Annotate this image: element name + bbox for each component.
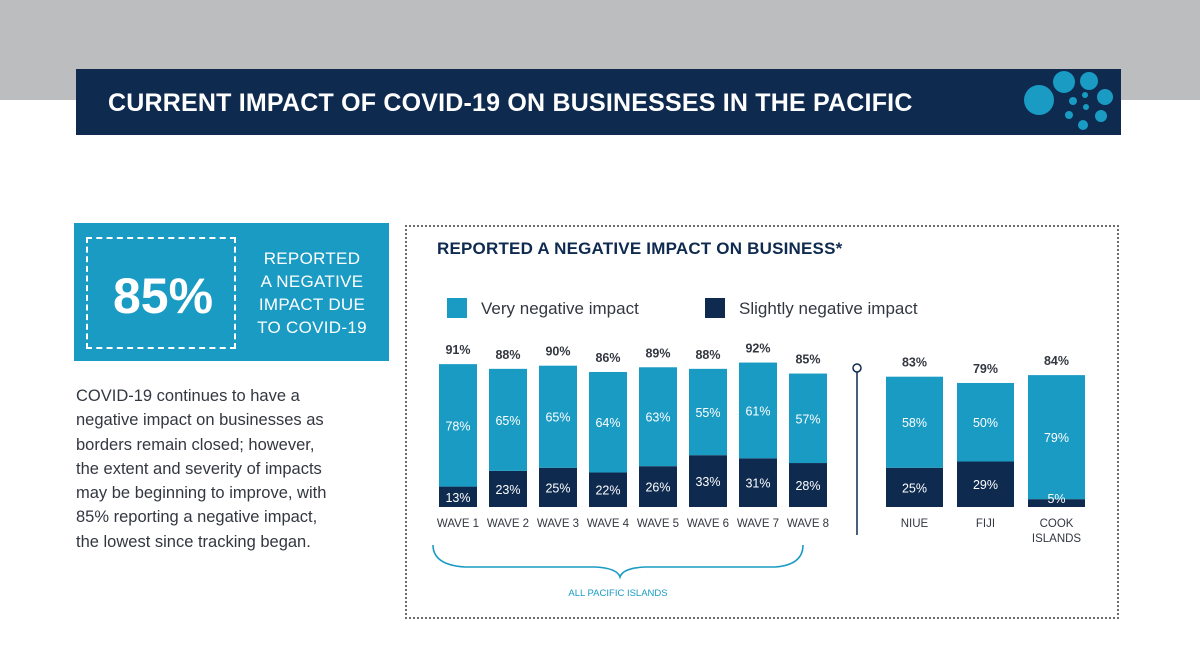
data-label-slightly-negative: 25% bbox=[545, 481, 570, 495]
data-label-slightly-negative: 31% bbox=[745, 477, 770, 491]
headline-stat-box: 85% REPORTED A NEGATIVE IMPACT DUE TO CO… bbox=[74, 223, 389, 361]
legend-swatch-slightly-negative bbox=[705, 298, 725, 318]
chart-title: REPORTED A NEGATIVE IMPACT ON BUSINESS* bbox=[437, 239, 843, 258]
data-label-total: 86% bbox=[595, 351, 620, 365]
data-label-very-negative: 65% bbox=[495, 414, 520, 428]
category-label: WAVE 5 bbox=[637, 518, 679, 530]
legend-swatch-very-negative bbox=[447, 298, 467, 318]
data-label-very-negative: 64% bbox=[595, 416, 620, 430]
bar-slightly-negative bbox=[589, 472, 627, 507]
description-line: the lowest since tracking began. bbox=[76, 532, 311, 551]
legend-label: Very negative impact bbox=[481, 299, 639, 318]
group-divider-end bbox=[852, 363, 862, 373]
data-label-total: 88% bbox=[695, 348, 720, 362]
group-label: ALL PACIFIC ISLANDS bbox=[568, 588, 667, 599]
bar-slightly-negative bbox=[1028, 499, 1085, 507]
category-label: NIUE bbox=[901, 518, 929, 530]
bar-slightly-negative bbox=[489, 470, 527, 507]
category-label: WAVE 3 bbox=[537, 518, 579, 530]
bar-very-negative bbox=[1028, 375, 1085, 500]
data-label-very-negative: 65% bbox=[545, 411, 570, 425]
data-label-slightly-negative: 25% bbox=[902, 481, 927, 495]
bar-slightly-negative bbox=[539, 467, 577, 507]
category-label: WAVE 1 bbox=[437, 518, 479, 530]
bar-slightly-negative bbox=[739, 458, 777, 507]
data-label-slightly-negative: 22% bbox=[595, 484, 620, 498]
stat-label-line: REPORTED bbox=[263, 249, 361, 268]
data-label-slightly-negative: 13% bbox=[445, 491, 470, 505]
data-label-total: 91% bbox=[445, 343, 470, 357]
group-brace bbox=[432, 544, 804, 580]
data-label-very-negative: 55% bbox=[695, 406, 720, 420]
data-label-slightly-negative: 23% bbox=[495, 483, 520, 497]
description-line: the extent and severity of impacts bbox=[76, 459, 322, 478]
data-label-very-negative: 61% bbox=[745, 404, 770, 418]
data-label-very-negative: 79% bbox=[1044, 431, 1069, 445]
data-label-very-negative: 57% bbox=[795, 412, 820, 426]
bar-slightly-negative bbox=[639, 466, 677, 507]
legend-label: Slightly negative impact bbox=[739, 299, 918, 318]
bar-very-negative bbox=[589, 371, 627, 473]
category-label: WAVE 2 bbox=[487, 518, 529, 530]
page-title: CURRENT IMPACT OF COVID-19 ON BUSINESSES… bbox=[108, 89, 913, 117]
bar-chart: 78% 13% 91% WAVE 1 65% 23% 88% WAVE 2 65% 25% 90% W… bbox=[432, 342, 1085, 599]
bar-slightly-negative bbox=[789, 463, 827, 507]
bar-slightly-negative bbox=[689, 455, 727, 507]
bar-very-negative bbox=[886, 376, 943, 468]
description-line: COVID-19 continues to have a bbox=[76, 387, 300, 405]
description-line: borders remain closed; however, bbox=[76, 435, 315, 454]
data-label-total: 90% bbox=[545, 345, 570, 359]
category-label: FIJI bbox=[976, 518, 995, 530]
bar-very-negative bbox=[489, 368, 527, 471]
data-label-total: 84% bbox=[1044, 354, 1069, 368]
data-label-total: 85% bbox=[795, 353, 820, 367]
category-label: WAVE 6 bbox=[687, 518, 729, 530]
bar-very-negative bbox=[789, 373, 827, 464]
bar-slightly-negative bbox=[886, 467, 943, 507]
data-label-total: 83% bbox=[902, 356, 927, 370]
data-label-slightly-negative: 33% bbox=[695, 475, 720, 489]
data-label-slightly-negative: 26% bbox=[645, 481, 670, 495]
stat-label-line: IMPACT DUE bbox=[258, 295, 366, 314]
bar-very-negative bbox=[957, 382, 1014, 462]
category-label: ISLANDS bbox=[1032, 533, 1082, 545]
data-label-slightly-negative: 5% bbox=[1047, 492, 1065, 506]
data-label-very-negative: 50% bbox=[973, 416, 998, 430]
bar-very-negative bbox=[689, 368, 727, 456]
data-label-total: 89% bbox=[645, 346, 670, 360]
stat-value: 85% bbox=[112, 268, 214, 324]
bar-slightly-negative bbox=[439, 486, 477, 507]
data-label-total: 79% bbox=[973, 362, 998, 376]
bar-very-negative bbox=[639, 367, 677, 467]
data-label-total: 92% bbox=[745, 342, 770, 356]
description-text: COVID-19 continues to have a negative im… bbox=[76, 384, 376, 554]
category-label: COOK bbox=[1040, 518, 1074, 530]
bar-very-negative bbox=[539, 365, 577, 468]
category-label: WAVE 8 bbox=[787, 518, 829, 530]
stat-dashed-frame: 85% bbox=[86, 237, 236, 349]
header-banner: CURRENT IMPACT OF COVID-19 ON BUSINESSES… bbox=[76, 69, 1121, 135]
data-label-very-negative: 63% bbox=[645, 411, 670, 425]
data-label-slightly-negative: 28% bbox=[795, 479, 820, 493]
bar-slightly-negative bbox=[957, 461, 1014, 507]
data-label-total: 88% bbox=[495, 348, 520, 362]
description-line: 85% reporting a negative impact, bbox=[76, 508, 318, 527]
description-line: may be beginning to improve, with bbox=[76, 484, 327, 503]
category-label: WAVE 4 bbox=[587, 518, 630, 530]
data-label-very-negative: 58% bbox=[902, 416, 927, 430]
data-label-very-negative: 78% bbox=[445, 419, 470, 433]
stat-label-line: TO COVID-19 bbox=[257, 318, 367, 337]
description-line: negative impact on businesses as bbox=[76, 411, 324, 430]
bar-very-negative bbox=[439, 364, 477, 487]
stat-label: REPORTED A NEGATIVE IMPACT DUE TO COVID-… bbox=[242, 247, 382, 339]
bar-very-negative bbox=[739, 362, 777, 459]
category-label: WAVE 7 bbox=[737, 518, 779, 530]
data-label-slightly-negative: 29% bbox=[973, 478, 998, 492]
stat-label-line: A NEGATIVE bbox=[260, 272, 364, 291]
dots-logo-icon bbox=[1024, 71, 1113, 130]
chart-panel: REPORTED A NEGATIVE IMPACT ON BUSINESS* … bbox=[405, 225, 1119, 619]
